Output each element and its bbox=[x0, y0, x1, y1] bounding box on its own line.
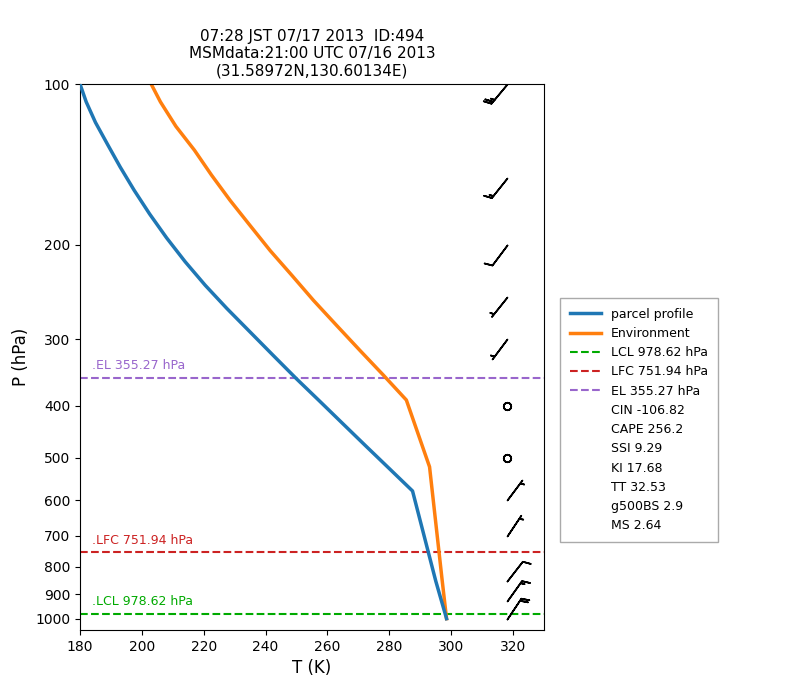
Text: .LCL 978.62 hPa: .LCL 978.62 hPa bbox=[92, 595, 194, 608]
Y-axis label: P (hPa): P (hPa) bbox=[11, 328, 30, 386]
Title: 07:28 JST 07/17 2013  ID:494
MSMdata:21:00 UTC 07/16 2013
(31.58972N,130.60134E): 07:28 JST 07/17 2013 ID:494 MSMdata:21:0… bbox=[189, 29, 435, 78]
Text: .LFC 751.94 hPa: .LFC 751.94 hPa bbox=[92, 533, 194, 547]
Text: .EL 355.27 hPa: .EL 355.27 hPa bbox=[92, 360, 186, 372]
Legend: parcel profile, Environment, LCL 978.62 hPa, LFC 751.94 hPa, EL 355.27 hPa, CIN : parcel profile, Environment, LCL 978.62 … bbox=[559, 298, 718, 542]
X-axis label: T (K): T (K) bbox=[292, 659, 332, 678]
